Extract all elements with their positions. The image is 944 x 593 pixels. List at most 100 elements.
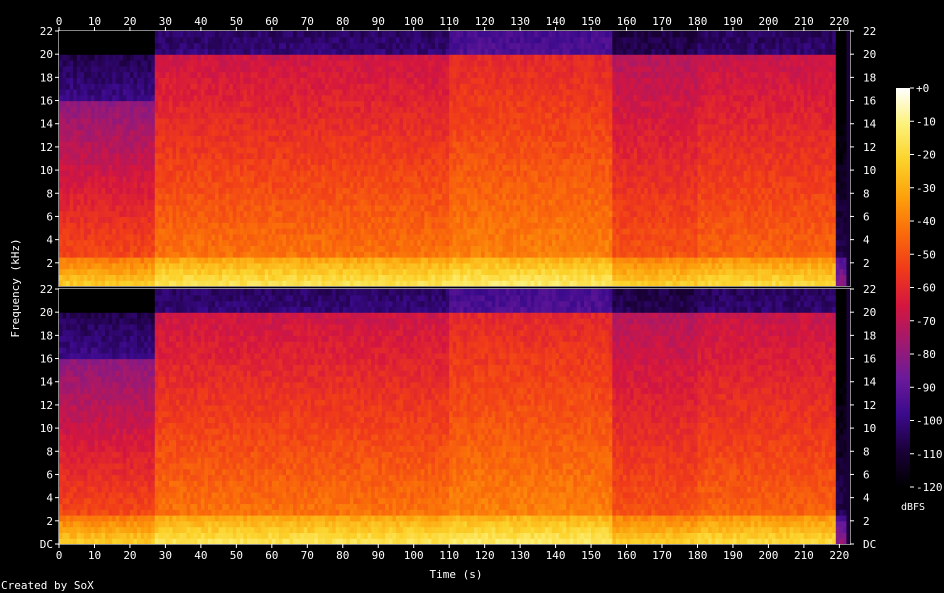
x-tick-label-bottom: 110 [439, 549, 459, 562]
y-tick-label-right-bottom: 22 [863, 283, 876, 296]
x-tick-label-bottom: 10 [88, 549, 101, 562]
spectrogram-panels [59, 31, 850, 545]
x-tick-label-top: 40 [194, 15, 207, 28]
bottom-channel-spectrogram [59, 289, 850, 545]
x-tick-label-top: 0 [56, 15, 63, 28]
y-tick-label-left-top: 6 [46, 210, 53, 223]
x-tick-label-top: 10 [88, 15, 101, 28]
x-tick-label-bottom: 90 [372, 549, 385, 562]
x-tick-label-bottom: 30 [159, 549, 172, 562]
colorbar-tick-label: -60 [916, 282, 936, 295]
x-tick-label-bottom: 0 [56, 549, 63, 562]
y-tick-label-right-top: 22 [863, 25, 876, 38]
y-tick-label-right-bottom: 4 [863, 492, 870, 505]
colorbar-tick-label: -30 [916, 182, 936, 195]
x-tick-label-bottom: 180 [688, 549, 708, 562]
top-channel-frame [58, 30, 851, 287]
colorbar [896, 88, 910, 487]
y-tick-label-left-bottom: 16 [40, 353, 53, 366]
x-tick-label-bottom: 140 [546, 549, 566, 562]
x-tick-label-top: 30 [159, 15, 172, 28]
x-tick-label-top: 80 [336, 15, 349, 28]
y-tick-label-right-bottom: 12 [863, 399, 876, 412]
y-tick-label-left-top: 14 [40, 118, 54, 131]
x-tick-label-bottom: 120 [475, 549, 495, 562]
colorbar-tick-label: -110 [916, 448, 943, 461]
x-tick-label-bottom: 130 [510, 549, 530, 562]
x-tick-label-top: 170 [652, 15, 672, 28]
x-tick-label-bottom: 70 [301, 549, 314, 562]
x-tick-label-bottom: 210 [794, 549, 814, 562]
colorbar-tick-label: -100 [916, 415, 943, 428]
y-tick-label-left-bottom: 10 [40, 422, 53, 435]
colorbar-tick-label: -90 [916, 381, 936, 394]
x-tick-label-top: 220 [829, 15, 849, 28]
y-tick-label-left-bottom: 8 [46, 445, 53, 458]
x-tick-label-top: 210 [794, 15, 814, 28]
x-tick-label-bottom: 60 [265, 549, 278, 562]
y-tick-label-right-bottom: 8 [863, 445, 870, 458]
y-tick-label-left-bottom: 6 [46, 468, 53, 481]
y-tick-label-right-top: 14 [863, 118, 877, 131]
x-axis-ticks: 0 0 10 10 20 20 30 30 40 40 50 50 60 60 70 70 80 80 90 90 10… [56, 15, 850, 562]
x-tick-label-top: 190 [723, 15, 743, 28]
x-tick-label-top: 110 [439, 15, 459, 28]
y-tick-label-right-bottom: 18 [863, 329, 876, 342]
x-tick-label-top: 120 [475, 15, 495, 28]
x-tick-label-top: 130 [510, 15, 530, 28]
y-tick-label-right-top: 20 [863, 48, 876, 61]
x-tick-label-bottom: 160 [617, 549, 637, 562]
x-tick-label-top: 90 [372, 15, 385, 28]
y-tick-label-left-top: 10 [40, 164, 53, 177]
x-tick-label-top: 50 [230, 15, 243, 28]
x-tick-label-bottom: 200 [758, 549, 778, 562]
x-tick-label-top: 20 [123, 15, 136, 28]
x-tick-label-bottom: 220 [829, 549, 849, 562]
y-tick-label-right-top: 10 [863, 164, 876, 177]
y-tick-label-right-top: 6 [863, 210, 870, 223]
x-tick-label-bottom: 170 [652, 549, 672, 562]
y-tick-label-left-bottom: DC [40, 538, 53, 551]
colorbar-tick-label: +0 [916, 82, 929, 95]
x-tick-label-bottom: 80 [336, 549, 349, 562]
y-tick-label-right-bottom: DC [863, 538, 876, 551]
top-channel-spectrogram [59, 31, 850, 287]
y-tick-label-right-bottom: 6 [863, 468, 870, 481]
x-tick-label-bottom: 40 [194, 549, 207, 562]
y-tick-label-right-top: 2 [863, 257, 870, 270]
y-tick-label-right-top: 4 [863, 234, 870, 247]
x-tick-label-top: 60 [265, 15, 278, 28]
y-tick-label-left-top: 22 [40, 25, 53, 38]
y-tick-label-left-bottom: 4 [46, 492, 53, 505]
footer-credit: Created by SoX [1, 579, 94, 592]
y-tick-label-right-bottom: 16 [863, 353, 876, 366]
colorbar-tick-label: -20 [916, 149, 936, 162]
colorbar-tick-label: -70 [916, 315, 936, 328]
y-tick-label-right-top: 12 [863, 141, 876, 154]
x-tick-label-bottom: 20 [123, 549, 136, 562]
y-tick-label-left-top: 2 [46, 257, 53, 270]
y-tick-label-left-bottom: 20 [40, 306, 53, 319]
x-tick-label-top: 180 [688, 15, 708, 28]
colorbar-tick-label: -40 [916, 215, 936, 228]
colorbar-tick-label: -10 [916, 115, 936, 128]
x-tick-label-bottom: 150 [581, 549, 601, 562]
y-tick-label-left-bottom: 18 [40, 329, 53, 342]
y-tick-label-right-top: 16 [863, 95, 876, 108]
y-tick-label-left-bottom: 12 [40, 399, 53, 412]
x-tick-label-top: 200 [758, 15, 778, 28]
colorbar-tick-label: -50 [916, 248, 936, 261]
y-tick-label-right-bottom: 14 [863, 376, 877, 389]
colorbar-ticks: +0 -10 -20 -30 -40 -50 -60 -70 -80 -90 -100 -110 -12… [910, 82, 943, 494]
y-tick-label-left-top: 18 [40, 71, 53, 84]
colorbar-tick-label: -120 [916, 481, 943, 494]
x-tick-label-top: 160 [617, 15, 637, 28]
x-tick-label-top: 140 [546, 15, 566, 28]
x-tick-label-top: 150 [581, 15, 601, 28]
x-tick-label-top: 70 [301, 15, 314, 28]
y-tick-label-left-bottom: 14 [40, 376, 54, 389]
y-tick-label-left-top: 20 [40, 48, 53, 61]
y-axis-label: Frequency (kHz) [9, 238, 22, 337]
y-tick-label-right-bottom: 10 [863, 422, 876, 435]
